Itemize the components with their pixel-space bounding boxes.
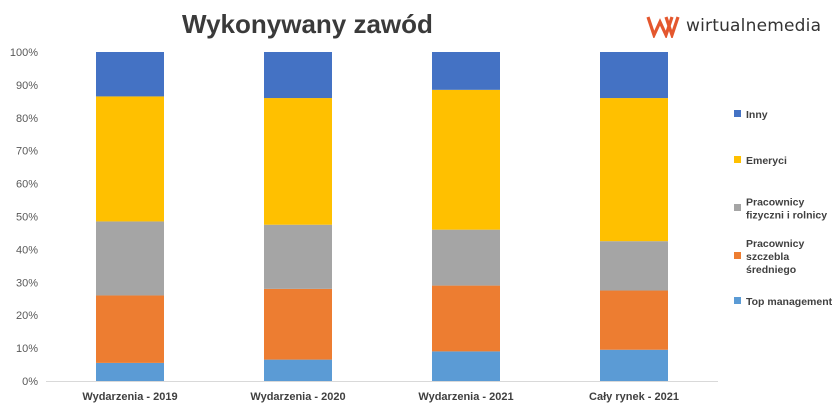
bar-segment [600,349,668,381]
legend-swatch [734,204,741,211]
legend-swatch [734,110,741,117]
bar-segment [264,359,332,381]
y-tick-label: 0% [22,376,38,388]
bar-segment [432,229,500,286]
wm-logo-icon [646,16,680,38]
legend-label: Pracownicy [746,197,805,209]
y-tick-label: 20% [16,310,38,322]
legend-label: szczebla [746,251,789,263]
y-tick-label: 100% [10,47,38,59]
brand-name: wirtualnemedia [686,16,822,36]
y-tick-label: 80% [16,113,38,125]
brand-logo: wirtualnemedia [646,14,821,38]
chart-title: Wykonywany zawód [182,9,433,39]
legend-swatch [734,252,741,259]
bar-segment [96,52,164,97]
legend-swatch [734,297,741,304]
bar-segment [96,362,164,381]
y-tick-label: 50% [16,212,38,224]
bar-segment [432,351,500,381]
bar-segment [96,295,164,363]
category-label: Wydarzenia - 2019 [82,391,177,403]
category-label: Wydarzenia - 2021 [418,391,513,403]
bar-segment [600,290,668,350]
bar-segment [432,89,500,230]
category-label: Wydarzenia - 2020 [250,391,345,403]
bar-segment [96,96,164,222]
legend-label: Pracownicy [746,238,805,250]
y-tick-label: 10% [16,343,38,355]
bar-segment [96,221,164,296]
legend-label: Emeryci [746,155,787,167]
bar-segment [600,98,668,242]
bar-segment [264,52,332,99]
legend-label: fizyczni i rolnicy [746,210,827,222]
bar-segment [432,52,500,90]
bar-segment [264,224,332,289]
y-tick-label: 60% [16,179,38,191]
y-tick-label: 90% [16,80,38,92]
y-tick-label: 40% [16,244,38,256]
bar-segment [600,241,668,291]
bar-segment [432,285,500,352]
legend-swatch [734,156,741,163]
legend-label: Top management [746,296,833,308]
bar-segment [264,288,332,360]
y-tick-label: 70% [16,146,38,158]
category-label: Cały rynek - 2021 [589,391,679,403]
bar-segment [264,98,332,225]
y-tick-label: 30% [16,277,38,289]
legend-label: średniego [746,264,796,276]
bar-segment [600,52,668,99]
legend-label: Inny [746,109,768,121]
